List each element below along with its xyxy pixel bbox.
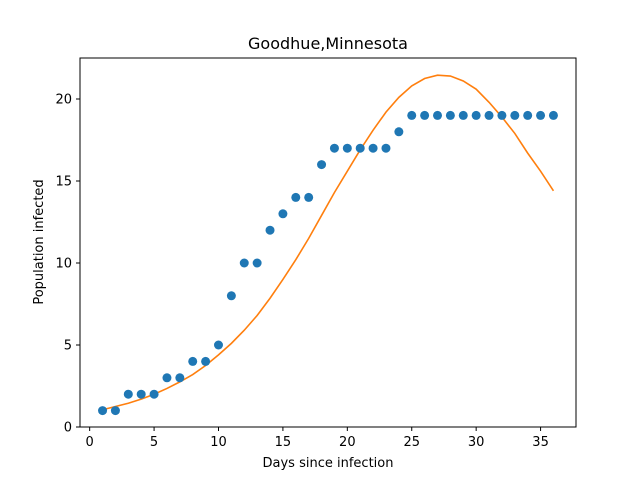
ticks: 0 5 10 15 20 25 30 35 0 5 10 15 20 [55,93,548,451]
data-point [368,143,378,153]
data-point [201,356,211,366]
data-point [317,160,327,170]
data-point [536,110,546,120]
x-tick-label: 5 [150,435,158,450]
x-tick-label: 15 [275,435,292,450]
data-point [329,143,339,153]
y-tick-label: 20 [55,93,72,108]
data-point [394,127,404,137]
data-point [484,110,494,120]
data-point [110,406,120,416]
y-axis-label: Population infected [32,179,47,304]
y-tick-label: 5 [64,339,72,354]
y-tick-label: 15 [55,175,72,190]
data-point [381,143,391,153]
data-point [510,110,520,120]
chart-title: Goodhue,Minnesota [248,34,408,53]
data-point [239,258,249,268]
x-tick-label: 25 [403,435,420,450]
data-point [420,110,430,120]
axes-frame [79,57,577,428]
y-tick-label: 0 [64,421,72,436]
data-point [265,225,275,235]
data-point [162,373,172,383]
data-point [342,143,352,153]
x-tick-label: 10 [210,435,227,450]
data-point [471,110,481,120]
plot-area [98,74,558,416]
data-point [98,406,108,416]
data-point [188,356,198,366]
data-point [278,209,288,219]
data-point [548,110,558,120]
data-point [136,389,146,399]
data-point [458,110,468,120]
data-point [497,110,507,120]
x-tick-label: 20 [339,435,356,450]
data-point [252,258,262,268]
data-point [213,340,223,350]
data-point [523,110,533,120]
data-point [226,291,236,301]
x-tick-label: 35 [532,435,549,450]
data-point [149,389,159,399]
data-point [175,373,185,383]
data-point [355,143,365,153]
data-point [291,192,301,202]
x-tick-label: 30 [468,435,485,450]
x-axis-label: Days since infection [263,456,394,471]
data-point [123,389,133,399]
x-tick-label: 0 [86,435,94,450]
data-point [433,110,443,120]
data-point [445,110,455,120]
y-tick-label: 10 [55,257,72,272]
data-point [407,110,417,120]
data-point [304,192,314,202]
fitted-curve [102,74,555,411]
